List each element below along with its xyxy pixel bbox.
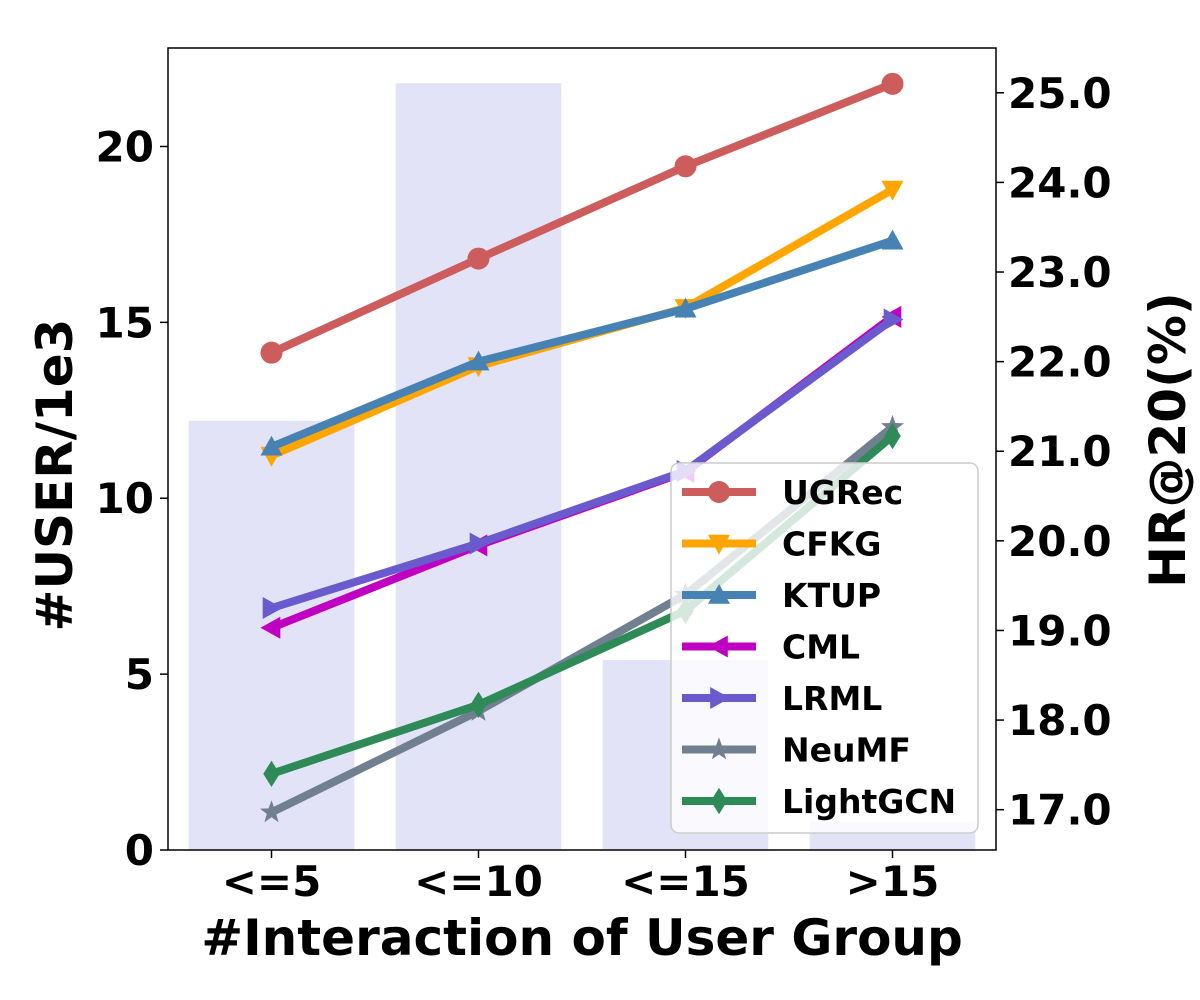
y-right-tick-label: 23.0 [1008, 248, 1112, 297]
legend-item-ktup: KTUP [682, 576, 881, 615]
point-cfkg-4 [881, 180, 904, 201]
legend-item-cml: CML [682, 628, 860, 667]
legend-item-lrml: LRML [682, 679, 882, 718]
point-lrml-2 [469, 532, 490, 555]
point-ktup-1 [260, 435, 283, 456]
legend-marker-ugrec [708, 481, 730, 503]
y-left-tick-label: 20 [96, 122, 154, 171]
x-tick-label: <=10 [414, 857, 543, 906]
user-count-bar-2 [395, 83, 562, 851]
series-ugrec [260, 72, 904, 364]
legend-label-lightgcn: LightGCN [782, 782, 956, 821]
y-right-tick-label: 18.0 [1008, 696, 1112, 745]
axes-layer: 0 5 10 15 20 17.0 18.0 19.0 20.0 21.0 22.0 23.0 24.0… [96, 69, 1112, 906]
point-ugrec-4 [881, 72, 904, 95]
x-tick-label: <=5 [222, 857, 322, 906]
y-left-tick-label: 10 [96, 474, 154, 523]
legend-label-neumf: NeuMF [782, 731, 911, 770]
legend-label-cfkg: CFKG [782, 525, 881, 564]
point-ktup-3 [674, 297, 697, 318]
point-ktup-4 [881, 229, 904, 250]
series-cfkg [260, 180, 904, 467]
legend-marker-lightgcn [710, 787, 728, 815]
legend-marker-lrml [710, 687, 730, 709]
legend-marker-cfkg [708, 534, 730, 555]
x-tick-label: >15 [846, 857, 940, 906]
y-left-tick-label: 5 [125, 650, 154, 699]
legend-frame [670, 462, 979, 834]
y-right-tick-label: 21.0 [1008, 427, 1112, 476]
point-lightgcn-1 [263, 760, 280, 788]
x-axis-title: #Interaction of User Group [201, 909, 963, 967]
line-ktup [267, 236, 897, 451]
point-lightgcn-2 [470, 691, 487, 719]
series-ktup [260, 229, 904, 456]
legend-label-ktup: KTUP [782, 576, 881, 615]
legend-item-neumf: NeuMF [682, 731, 911, 770]
point-neumf-1 [260, 800, 283, 823]
plot-frame [167, 47, 997, 851]
y-right-tick-label: 20.0 [1008, 517, 1112, 566]
point-ugrec-1 [260, 341, 283, 364]
legend-label-lrml: LRML [782, 679, 882, 718]
legend-label-ugrec: UGRec [782, 473, 903, 512]
lines-layer [260, 72, 904, 823]
y-axis-left-title: #USER/1e3 [26, 319, 84, 632]
y-left-tick-label: 0 [125, 826, 154, 875]
point-ugrec-2 [467, 247, 490, 270]
y-right-tick-label: 24.0 [1008, 158, 1112, 207]
point-lrml-4 [883, 308, 904, 331]
point-ktup-2 [467, 350, 490, 371]
legend-marker-cml [708, 635, 728, 658]
y-right-tick-label: 19.0 [1008, 606, 1112, 655]
legend-marker-ktup [708, 584, 730, 604]
y-right-tick-label: 22.0 [1008, 338, 1112, 387]
point-lrml-1 [262, 597, 283, 620]
legend-item-lightgcn: LightGCN [682, 782, 956, 821]
point-cml-1 [260, 616, 281, 639]
line-ugrec [267, 79, 897, 357]
point-lightgcn-4 [884, 422, 901, 450]
legend-label-cml: CML [782, 628, 860, 667]
legend: UGRec CFKG KTUP CML LRML NeuMF LightGCN [670, 462, 979, 834]
y-axis-right-title: HR@20(%) [1139, 292, 1197, 588]
point-ugrec-3 [674, 155, 697, 178]
legend-item-ugrec: UGRec [682, 473, 903, 512]
y-left-tick-label: 15 [96, 298, 154, 347]
y-right-tick-label: 17.0 [1008, 786, 1112, 835]
y-right-tick-label: 25.0 [1008, 69, 1112, 118]
line-cfkg [267, 185, 897, 460]
x-tick-label: <=15 [621, 857, 750, 906]
legend-marker-neumf [707, 737, 731, 760]
line-lrml [267, 315, 897, 613]
legend-item-cfkg: CFKG [682, 525, 881, 564]
